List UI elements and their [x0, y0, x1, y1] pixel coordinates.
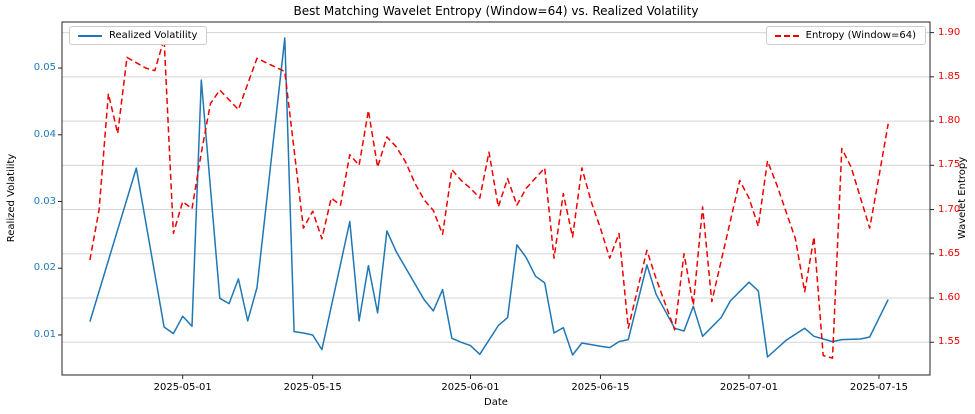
legend-entropy-label: Entropy (Window=64): [805, 30, 916, 41]
y-tick-right: 1.85: [938, 70, 961, 82]
y-tick-right: 1.75: [938, 159, 961, 171]
y-tick-right: 1.55: [938, 336, 961, 348]
chart-title: Best Matching Wavelet Entropy (Window=64…: [293, 4, 699, 18]
y-axis-label-left: Realized Volatility: [6, 153, 17, 243]
x-tick: 2025-07-15: [849, 382, 908, 393]
y-tick-right: 1.65: [938, 247, 961, 259]
y-tick-left: 0.04: [33, 128, 56, 140]
volatility-line-sample-icon: [78, 34, 102, 37]
axes-spines: [61, 21, 931, 376]
legend-entropy: Entropy (Window=64): [765, 26, 926, 45]
x-tick: 2025-07-01: [719, 382, 779, 393]
legend-volatility: Realized Volatility: [69, 26, 208, 45]
legend-volatility-label: Realized Volatility: [109, 30, 198, 41]
x-tick: 2025-05-01: [153, 382, 212, 393]
entropy-line-sample-icon: [774, 34, 799, 37]
y-tick-right: 1.90: [938, 26, 961, 38]
x-axis-label: Date: [484, 397, 508, 408]
y-tick-left: 0.05: [33, 62, 56, 74]
x-tick: 2025-05-15: [283, 382, 342, 393]
x-tick: 2025-06-15: [571, 382, 630, 393]
y-tick-left: 0.01: [33, 328, 56, 340]
volatility-line: [89, 37, 889, 358]
entropy-line: [89, 38, 889, 359]
y-tick-right: 1.80: [938, 115, 961, 127]
y-tick-left: 0.03: [33, 195, 56, 207]
y-tick-left: 0.02: [33, 262, 56, 274]
x-tick: 2025-06-01: [441, 382, 500, 393]
y-tick-right: 1.70: [938, 203, 961, 215]
y-tick-right: 1.60: [938, 292, 961, 304]
